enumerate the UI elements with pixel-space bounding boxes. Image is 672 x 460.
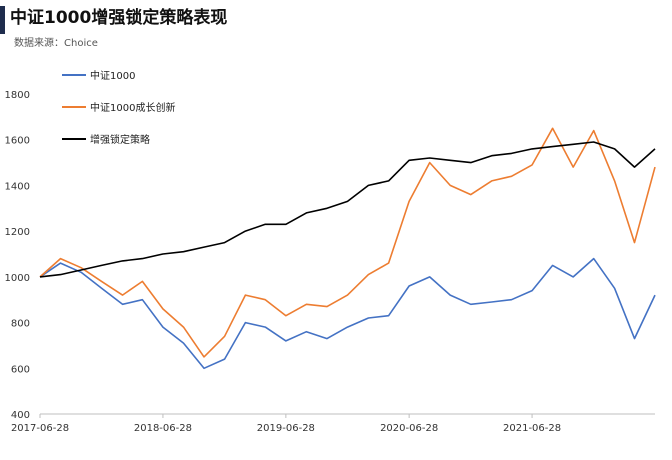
x-tick-label: 2017-06-28 bbox=[11, 423, 69, 434]
y-tick-label: 600 bbox=[11, 364, 30, 375]
y-tick-label: 400 bbox=[11, 410, 30, 421]
x-tick-label: 2020-06-28 bbox=[380, 423, 438, 434]
data-source-note: 数据来源：Choice bbox=[14, 38, 98, 49]
legend-label-3: 增强锁定策略 bbox=[90, 133, 150, 146]
legend-label-2: 中证1000成长创新 bbox=[90, 101, 175, 114]
y-tick-label: 1600 bbox=[5, 136, 30, 147]
x-tick-label: 2021-06-28 bbox=[503, 423, 561, 434]
title-accent-bar bbox=[0, 6, 5, 34]
y-tick-label: 1400 bbox=[5, 181, 30, 192]
page-title: 中证1000增强锁定策略表现 bbox=[10, 8, 228, 28]
chart-axes: 400 600 800 1000 1200 1400 1600 1800 2017-06-28 2… bbox=[5, 90, 655, 434]
x-tick-label: 2019-06-28 bbox=[257, 423, 315, 434]
y-tick-label: 1200 bbox=[5, 227, 30, 238]
y-tick-label: 800 bbox=[11, 319, 30, 330]
series-line-2 bbox=[39, 127, 656, 358]
series-line-3 bbox=[39, 141, 656, 278]
legend-label-1: 中证1000 bbox=[90, 69, 135, 82]
x-tick-label: 2018-06-28 bbox=[134, 423, 192, 434]
y-tick-label: 1000 bbox=[5, 273, 30, 284]
chart-series-lines bbox=[39, 127, 656, 370]
series-line-1 bbox=[39, 257, 656, 370]
y-tick-label: 1800 bbox=[5, 90, 30, 101]
